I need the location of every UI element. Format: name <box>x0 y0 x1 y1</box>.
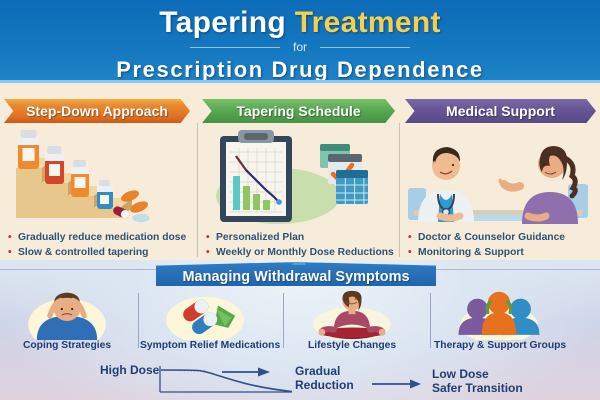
svg-text:Safer Transition: Safer Transition <box>432 381 523 395</box>
svg-text:Low Dose: Low Dose <box>432 367 489 381</box>
svg-text:Gradual: Gradual <box>295 364 340 378</box>
svg-text:Reduction: Reduction <box>295 378 354 392</box>
svg-text:High Dose: High Dose <box>100 363 160 377</box>
